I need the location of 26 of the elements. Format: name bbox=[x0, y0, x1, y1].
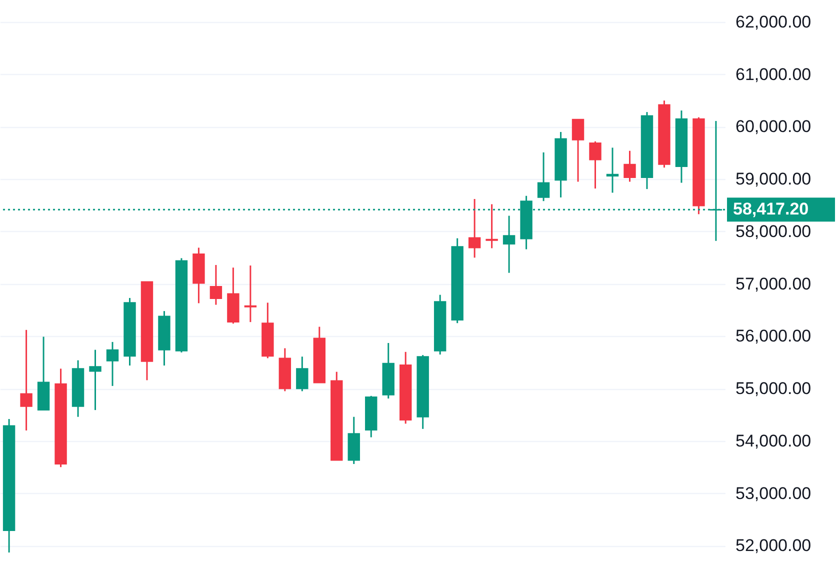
y-tick-label: 61,000.00 bbox=[736, 64, 812, 84]
y-tick-label: 58,000.00 bbox=[736, 222, 812, 241]
candlestick bbox=[20, 329, 32, 432]
y-tick-label: 55,000.00 bbox=[736, 379, 812, 398]
y-tick-label: 59,000.00 bbox=[736, 170, 812, 189]
candlestick bbox=[468, 198, 481, 258]
candlestick bbox=[210, 264, 222, 306]
y-tick-label: 57,000.00 bbox=[736, 274, 812, 294]
candlestick bbox=[537, 152, 550, 202]
y-tick-label: 54,000.00 bbox=[736, 431, 812, 450]
candlestick bbox=[296, 356, 308, 392]
candlestick bbox=[502, 215, 516, 274]
y-tick-label: 60,000.00 bbox=[736, 117, 812, 136]
ref-line-label: 58,417.20 bbox=[733, 200, 809, 219]
candlestick bbox=[486, 203, 498, 249]
candlestick bbox=[589, 140, 602, 190]
candlestick bbox=[89, 349, 102, 411]
candlestick bbox=[606, 146, 619, 194]
candlestick bbox=[244, 264, 257, 323]
candlestick bbox=[624, 150, 636, 182]
y-tick-label: 53,000.00 bbox=[736, 484, 812, 503]
candlestick bbox=[572, 118, 584, 182]
y-tick-label: 52,000.00 bbox=[736, 536, 812, 556]
y-tick-label: 62,000.00 bbox=[736, 12, 812, 32]
candlestick bbox=[106, 341, 119, 387]
y-tick-label: 56,000.00 bbox=[736, 326, 812, 346]
